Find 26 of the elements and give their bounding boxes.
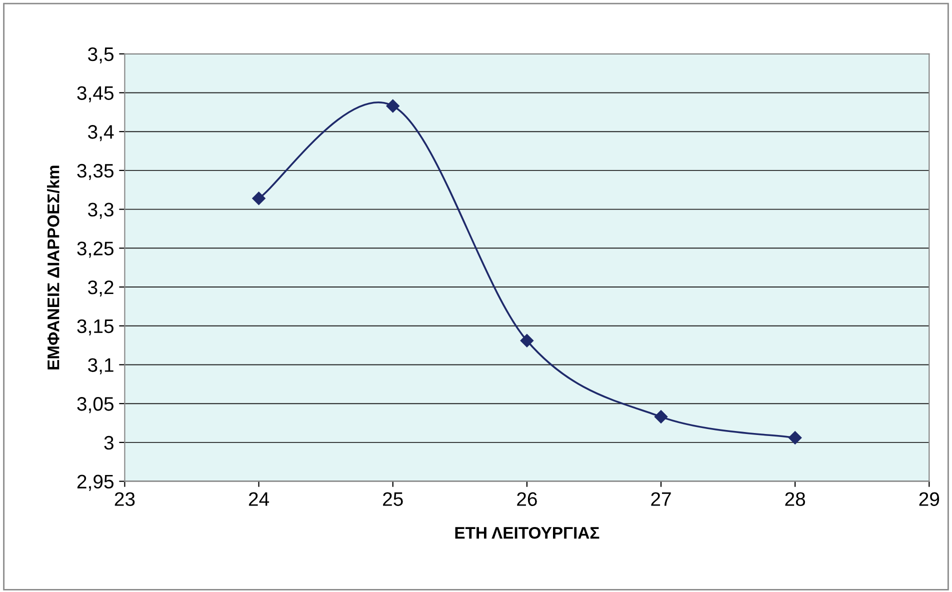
x-axis-title: ΕΤΗ ΛΕΙΤΟΥΡΓΙΑΣ xyxy=(455,526,600,539)
y-tick-label: 3,3 xyxy=(88,202,114,219)
y-tick-label: 3,5 xyxy=(88,47,114,64)
x-tick-label: 24 xyxy=(248,492,270,506)
x-tick-label: 23 xyxy=(114,492,135,506)
point xyxy=(788,431,802,444)
y-tick-label: 2,95 xyxy=(77,474,114,491)
y-tick-label: 3,05 xyxy=(77,397,114,414)
y-tick-label: 3,2 xyxy=(88,280,114,297)
x-tick-label: 26 xyxy=(517,492,537,506)
x-tick-label: 27 xyxy=(651,492,671,506)
y-tick-label: 3,45 xyxy=(77,86,114,102)
y-tick-label: 3,1 xyxy=(88,358,114,374)
point xyxy=(654,410,668,424)
x-tick-label: 25 xyxy=(383,492,403,506)
y-tick-label: 3,35 xyxy=(77,164,114,180)
point xyxy=(520,334,534,348)
y-tick-label: 3,15 xyxy=(77,319,114,336)
x-tick-label: 29 xyxy=(919,492,940,506)
point xyxy=(386,99,400,113)
y-tick-label: 3 xyxy=(104,436,114,450)
y-tick-label: 3,4 xyxy=(88,125,114,142)
point xyxy=(252,192,266,206)
y-axis-title: ΕΜΦΑΝΕΙΣ ΔΙΑΡΡΟΕΣ/km xyxy=(47,166,60,370)
y-tick-label: 3,25 xyxy=(77,242,114,258)
x-tick-label: 28 xyxy=(785,492,806,506)
